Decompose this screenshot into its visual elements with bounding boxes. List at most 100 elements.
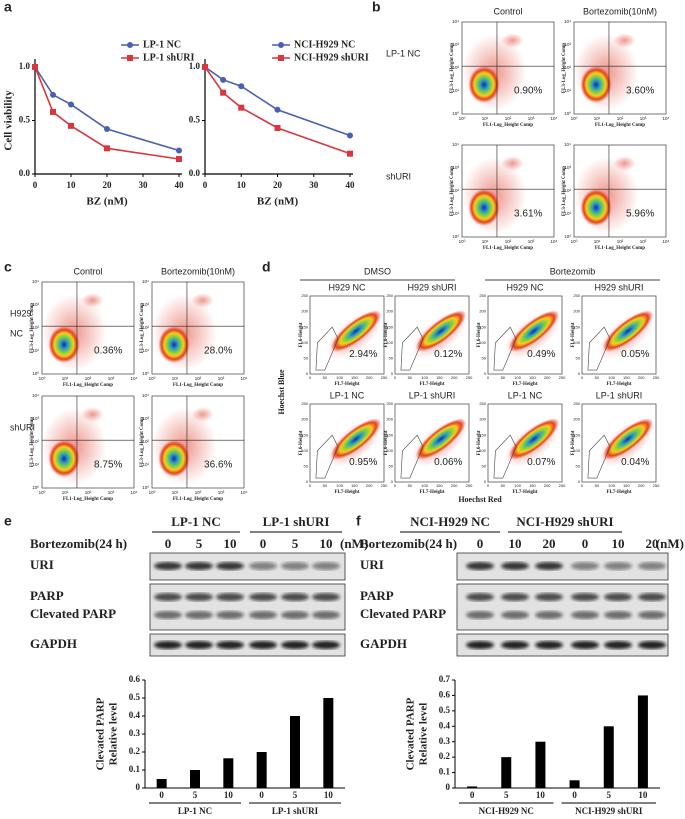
x-tick-label: 200 bbox=[366, 375, 373, 380]
x-tick-label: 10 bbox=[536, 790, 546, 800]
y-tick-label: 0.5 bbox=[189, 115, 201, 125]
x-tick-label: 150 bbox=[529, 483, 536, 488]
scatter-density bbox=[158, 326, 190, 363]
x-tick-label: 100 bbox=[336, 375, 343, 380]
blot-band bbox=[154, 562, 182, 570]
y-tick-label: 100 bbox=[573, 448, 580, 453]
scatter-density bbox=[330, 310, 382, 352]
x-decade-label: 10³ bbox=[528, 239, 535, 244]
blot-row-label: PARP bbox=[360, 588, 394, 603]
unit-label: (nM) bbox=[656, 536, 684, 551]
x-decade-label: 10³ bbox=[108, 376, 115, 381]
blot-row-label: PARP bbox=[30, 588, 64, 603]
y-decade-label: 10² bbox=[564, 188, 571, 193]
x-tick-label: 250 bbox=[559, 483, 566, 488]
percentage: 8.75% bbox=[94, 460, 122, 471]
y-tick-label: 50 bbox=[482, 463, 487, 468]
axis-label: Hoechst Red bbox=[458, 495, 502, 504]
x-tick-label: 0 bbox=[259, 790, 264, 800]
percentage: 36.6% bbox=[204, 460, 232, 471]
x-tick-label: 30 bbox=[309, 180, 319, 190]
marker bbox=[347, 150, 353, 157]
x-decade-label: 10⁰ bbox=[39, 376, 46, 381]
y-decade-label: 10³ bbox=[32, 302, 39, 307]
blot-band bbox=[281, 593, 309, 601]
plot-y-label: FL3-Log_Height Comp bbox=[562, 43, 567, 93]
scatter-haze bbox=[613, 156, 636, 171]
x-decade-label: 10⁴ bbox=[131, 490, 138, 495]
x-decade-label: 10³ bbox=[640, 116, 647, 121]
group-label: LP-1 NC bbox=[178, 806, 212, 816]
blot-band bbox=[638, 593, 666, 601]
bar bbox=[569, 780, 580, 788]
scatter-haze bbox=[501, 156, 524, 171]
marker bbox=[50, 108, 56, 115]
y-tick-label: 250 bbox=[301, 401, 308, 406]
blot-band bbox=[604, 641, 632, 649]
blot-band bbox=[501, 593, 529, 601]
dose-label: 5 bbox=[196, 536, 203, 551]
plot-y-label: FL6-Height bbox=[571, 322, 576, 347]
legend-marker bbox=[278, 55, 284, 61]
y-decade-label: 10³ bbox=[564, 42, 571, 47]
plot-x-label: FL1-Log_Height Comp bbox=[173, 383, 223, 388]
scatter-density bbox=[508, 418, 560, 460]
y-tick-label: 0.6 bbox=[129, 674, 141, 684]
x-tick-label: 100 bbox=[514, 483, 521, 488]
y-decade-label: 10¹ bbox=[452, 211, 459, 216]
y-tick-label: 250 bbox=[386, 401, 393, 406]
y-tick-label: 150 bbox=[573, 432, 580, 437]
blot-band bbox=[185, 611, 213, 619]
x-tick-label: 100 bbox=[514, 375, 521, 380]
x-decade-label: 10² bbox=[505, 116, 512, 121]
legend-label: LP-1 NC bbox=[143, 39, 181, 50]
y-decade-label: 10¹ bbox=[142, 462, 149, 467]
scatter-haze bbox=[81, 407, 104, 422]
blot-band bbox=[638, 611, 666, 619]
y-decade-label: 10³ bbox=[452, 165, 459, 170]
x-tick-label: 20 bbox=[103, 180, 113, 190]
x-tick-label: 100 bbox=[421, 375, 428, 380]
x-tick-label: 0 bbox=[487, 483, 490, 488]
scatter-density bbox=[158, 440, 190, 477]
scatter-density bbox=[48, 440, 80, 477]
dose-label: 0 bbox=[477, 536, 484, 551]
plot-x-label: FL7-Height bbox=[335, 490, 360, 495]
blot-band bbox=[185, 562, 213, 570]
bar bbox=[156, 779, 167, 788]
x-tick-label: 50 bbox=[595, 483, 600, 488]
bar bbox=[535, 741, 546, 788]
y-tick-label: 0.1 bbox=[439, 767, 451, 777]
plot-title: H929 shURI bbox=[407, 282, 456, 292]
percentage: 0.05% bbox=[621, 349, 649, 360]
x-tick-label: 5 bbox=[607, 790, 612, 800]
y-decade-label: 10² bbox=[32, 439, 39, 444]
x-tick-label: 20 bbox=[273, 180, 283, 190]
y-tick-label: 150 bbox=[301, 432, 308, 437]
marker bbox=[274, 124, 281, 131]
y-decade-label: 10⁴ bbox=[32, 279, 39, 284]
y-tick-label: 50 bbox=[304, 355, 309, 360]
y-decade-label: 10² bbox=[452, 65, 459, 70]
plot-y-label: FL3-Log_Height Comp bbox=[140, 417, 145, 467]
x-tick-label: 0 bbox=[581, 483, 584, 488]
legend-marker bbox=[127, 42, 133, 48]
y-tick-label: 0.1 bbox=[129, 764, 141, 774]
group-header: NCI-H929 NC bbox=[410, 514, 490, 529]
row-label: LP-1 NC bbox=[386, 49, 421, 59]
y-decade-label: 10⁴ bbox=[142, 393, 149, 398]
x-decade-label: 10⁴ bbox=[663, 239, 670, 244]
blot-band bbox=[571, 593, 599, 601]
scatter-haze bbox=[501, 33, 524, 48]
percentage: 0.04% bbox=[621, 457, 649, 468]
x-decade-label: 10¹ bbox=[482, 116, 489, 121]
marker bbox=[104, 126, 110, 133]
percentage: 3.61% bbox=[514, 209, 542, 220]
x-tick-label: 0 bbox=[581, 375, 584, 380]
blot-band bbox=[312, 562, 340, 570]
x-decade-label: 10¹ bbox=[62, 490, 69, 495]
x-decade-label: 10³ bbox=[108, 490, 115, 495]
y-tick-label: 0.2 bbox=[439, 751, 451, 761]
column-title: Control bbox=[493, 6, 522, 16]
